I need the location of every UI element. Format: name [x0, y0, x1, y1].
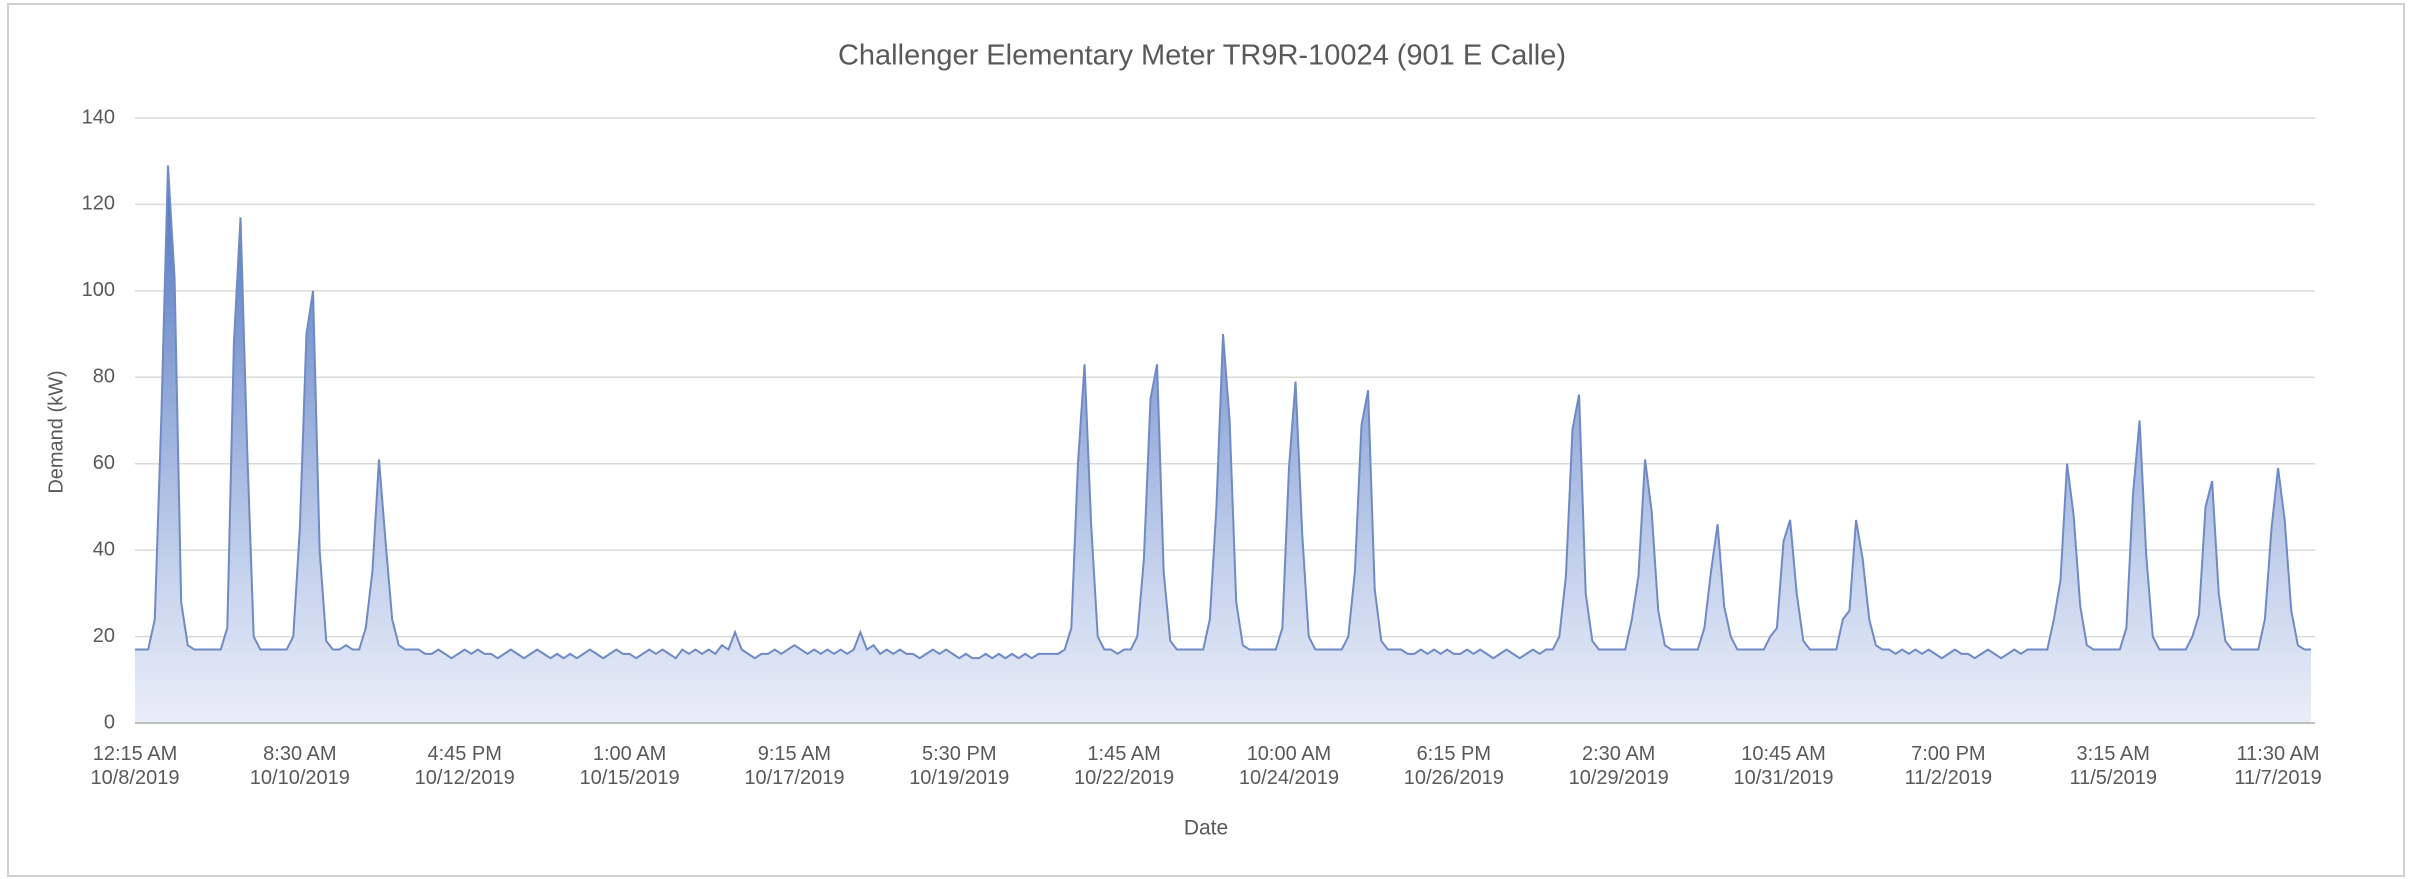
- y-tick-label: 60: [93, 452, 115, 474]
- x-tick-label: 1:45 AM 10/22/2019: [1074, 743, 1175, 789]
- x-tick-label: 2:30 AM 10/29/2019: [1568, 743, 1669, 789]
- x-tick-label: 10:45 AM 10/31/2019: [1733, 743, 1834, 789]
- y-tick-label: 140: [82, 106, 115, 128]
- x-tick-label: 11:30 AM 11/7/2019: [2234, 743, 2322, 789]
- x-tick-label: 7:00 PM 11/2/2019: [1904, 743, 1993, 789]
- y-tick-label: 0: [104, 711, 115, 733]
- y-axis-title: Demand (kW): [45, 370, 67, 493]
- y-tick-label: 100: [82, 279, 115, 301]
- x-tick-label: 3:15 AM 11/5/2019: [2069, 743, 2157, 789]
- y-tick-label: 20: [93, 625, 115, 647]
- x-tick-label: 8:30 AM 10/10/2019: [249, 743, 350, 789]
- chart-border: [7, 3, 2405, 877]
- x-tick-label: 1:00 AM 10/15/2019: [579, 743, 680, 789]
- x-tick-label: 6:15 PM 10/26/2019: [1403, 743, 1504, 789]
- y-tick-label: 40: [93, 538, 115, 560]
- x-axis-title: Date: [1184, 817, 1228, 840]
- x-tick-label: 10:00 AM 10/24/2019: [1238, 743, 1339, 789]
- line: [135, 165, 2312, 660]
- x-tick-label: 4:45 PM 10/12/2019: [414, 743, 515, 789]
- x-tick-label: 5:30 PM 10/19/2019: [909, 743, 1010, 789]
- x-tick-label: 12:15 AM 10/8/2019: [90, 743, 180, 789]
- chart-title: Challenger Elementary Meter TR9R-10024 (…: [838, 40, 1566, 72]
- y-tick-label: 120: [82, 193, 115, 215]
- y-tick-label: 80: [93, 366, 115, 388]
- area: [135, 165, 2312, 724]
- x-tick-label: 9:15 AM 10/17/2019: [744, 743, 845, 789]
